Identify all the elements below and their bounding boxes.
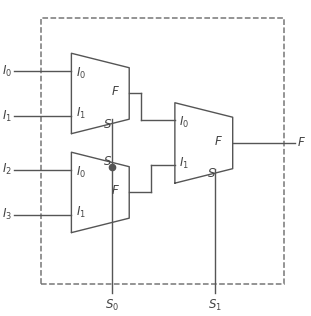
- Text: $I_2$: $I_2$: [2, 162, 12, 178]
- Text: $I_0$: $I_0$: [76, 165, 86, 180]
- Bar: [41, 18, 285, 284]
- Text: $F$: $F$: [215, 135, 223, 148]
- Text: $F$: $F$: [111, 85, 120, 98]
- Text: $F$: $F$: [297, 137, 305, 149]
- Text: $S$: $S$: [207, 167, 216, 180]
- Text: $S$: $S$: [103, 118, 113, 131]
- Text: $I_1$: $I_1$: [76, 106, 86, 121]
- Text: $I_0$: $I_0$: [179, 115, 189, 131]
- Text: $S_0$: $S_0$: [105, 298, 119, 313]
- Text: $S$: $S$: [103, 155, 113, 168]
- Text: $I_3$: $I_3$: [2, 207, 12, 222]
- Text: $S_1$: $S_1$: [208, 298, 222, 313]
- Text: $F$: $F$: [111, 184, 120, 198]
- Text: $I_1$: $I_1$: [76, 205, 86, 220]
- Text: $I_1$: $I_1$: [179, 155, 189, 171]
- Text: $I_0$: $I_0$: [76, 66, 86, 81]
- Text: $I_0$: $I_0$: [2, 64, 12, 78]
- Text: $I_1$: $I_1$: [2, 108, 12, 124]
